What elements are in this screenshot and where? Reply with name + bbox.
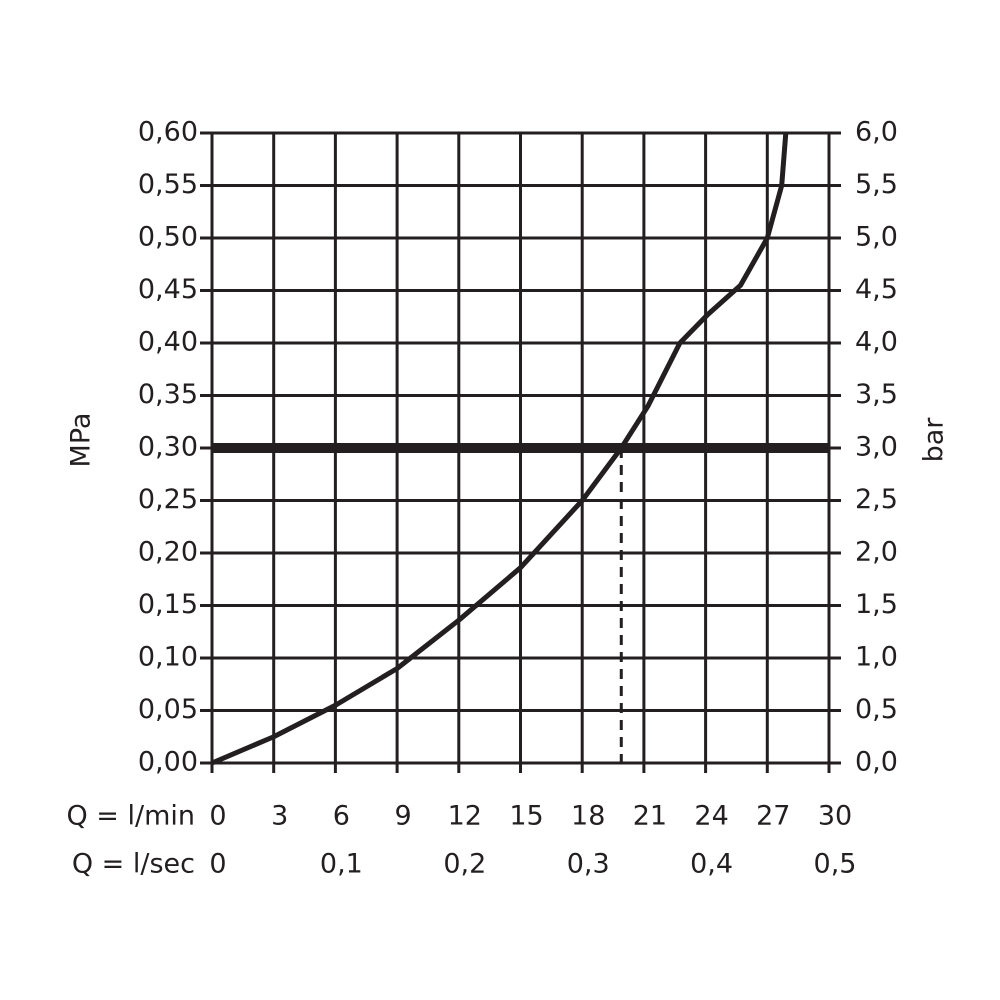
y-tick-label: 0,45	[138, 274, 198, 305]
x-tick-label: 15	[509, 801, 543, 832]
curve	[211, 132, 789, 766]
y-tick-label: 0,05	[138, 694, 198, 725]
x-axis-label: Q = l/min	[66, 801, 195, 832]
y2-tick-label: 5,0	[855, 222, 898, 253]
x-tick-label: 12	[448, 801, 482, 832]
x2-tick-label: 0	[209, 849, 226, 880]
y-tick-label: 0,00	[138, 747, 198, 778]
y-tick-label: 0,50	[138, 222, 198, 253]
y2-tick-label: 2,5	[855, 484, 898, 515]
x-tick-label: 30	[818, 801, 852, 832]
y-tick-label: 0,35	[138, 379, 198, 410]
x-tick-label: 3	[271, 801, 288, 832]
y2-tick-label: 2,0	[855, 537, 898, 568]
x-tick-label: 27	[756, 801, 790, 832]
y-tick-label: 0,40	[138, 327, 198, 358]
y-tick-label: 0,20	[138, 537, 198, 568]
y2-tick-label: 4,0	[855, 327, 898, 358]
x-tick-label: 24	[694, 801, 728, 832]
x2-tick-label: 0,5	[814, 849, 857, 880]
x-tick-label: 21	[633, 801, 667, 832]
y2-tick-label: 0,0	[855, 747, 898, 778]
y2-tick-label: 1,0	[855, 642, 898, 673]
y2-tick-label: 5,5	[855, 169, 898, 200]
y2-tick-label: 3,5	[855, 379, 898, 410]
x-tick-label: 9	[395, 801, 412, 832]
y-tick-label: 0,30	[138, 432, 198, 463]
y2-tick-label: 3,0	[855, 432, 898, 463]
x2-tick-label: 0,2	[443, 849, 486, 880]
x2-tick-label: 0,4	[690, 849, 733, 880]
x2-tick-label: 0,1	[320, 849, 363, 880]
y-tick-label: 0,25	[138, 484, 198, 515]
y2-tick-label: 0,5	[855, 694, 898, 725]
y2-tick-label: 4,5	[855, 274, 898, 305]
y-tick-label: 0,15	[138, 589, 198, 620]
y-axis-label: MPa	[66, 413, 97, 468]
y-tick-label: 0,10	[138, 642, 198, 673]
x-tick-label: 18	[571, 801, 605, 832]
x2-axis-label: Q = l/sec	[72, 849, 195, 880]
x2-tick-label: 0,3	[567, 849, 610, 880]
x-tick-label: 0	[209, 801, 226, 832]
y2-axis-label: bar	[919, 417, 950, 463]
x-tick-label: 6	[333, 801, 350, 832]
y-tick-label: 0,55	[138, 169, 198, 200]
y-tick-label: 0,60	[138, 117, 198, 148]
y2-tick-label: 6,0	[855, 117, 898, 148]
y2-tick-label: 1,5	[855, 589, 898, 620]
